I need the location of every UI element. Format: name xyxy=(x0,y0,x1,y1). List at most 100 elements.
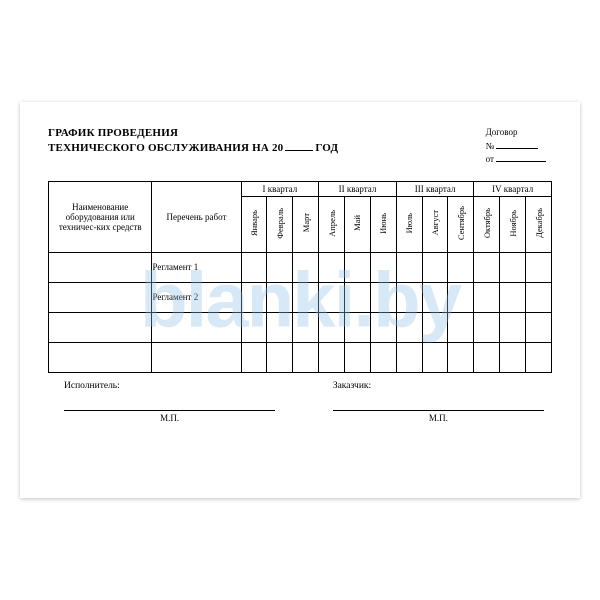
month-cell[interactable] xyxy=(267,282,293,312)
month-cell[interactable] xyxy=(267,312,293,342)
month-cell[interactable] xyxy=(345,282,371,312)
month-header: Октябрь xyxy=(482,204,492,242)
table-body: Регламент 1 Регламент 2 xyxy=(49,252,552,372)
month-cell[interactable] xyxy=(396,342,422,372)
month-cell[interactable] xyxy=(500,342,526,372)
month-cell[interactable] xyxy=(370,312,396,342)
month-cell[interactable] xyxy=(474,312,500,342)
month-cell[interactable] xyxy=(370,252,396,282)
month-cell[interactable] xyxy=(293,252,319,282)
quarter-header: IV квартал xyxy=(474,181,552,196)
table-row: Регламент 2 xyxy=(49,282,552,312)
month-header: Январь xyxy=(249,206,259,240)
month-header: Сентябрь xyxy=(456,202,466,244)
contract-number-label: № xyxy=(486,140,495,154)
month-cell[interactable] xyxy=(319,342,345,372)
month-cell[interactable] xyxy=(293,312,319,342)
month-cell[interactable] xyxy=(345,312,371,342)
month-cell[interactable] xyxy=(241,252,267,282)
header: ГРАФИК ПРОВЕДЕНИЯ ТЕХНИЧЕСКОГО ОБСЛУЖИВА… xyxy=(48,126,552,167)
month-cell[interactable] xyxy=(241,312,267,342)
month-cell[interactable] xyxy=(319,312,345,342)
equip-cell[interactable] xyxy=(49,312,152,342)
month-cell[interactable] xyxy=(267,252,293,282)
month-cell[interactable] xyxy=(293,282,319,312)
month-cell[interactable] xyxy=(319,282,345,312)
month-header: Март xyxy=(301,209,311,236)
month-cell[interactable] xyxy=(370,282,396,312)
customer-label: Заказчик: xyxy=(333,381,544,391)
month-cell[interactable] xyxy=(396,252,422,282)
contract-block: Договор № от xyxy=(486,126,552,167)
form-sheet: blanki.by ГРАФИК ПРОВЕДЕНИЯ ТЕХНИЧЕСКОГО… xyxy=(20,102,580,498)
month-cell[interactable] xyxy=(422,342,448,372)
jobs-header: Перечень работ xyxy=(152,181,241,252)
month-cell[interactable] xyxy=(448,312,474,342)
customer-mp: М.П. xyxy=(333,413,544,423)
executor-block: Исполнитель: М.П. xyxy=(64,381,275,423)
contract-number-blank[interactable] xyxy=(496,140,538,148)
month-cell[interactable] xyxy=(241,282,267,312)
month-cell[interactable] xyxy=(345,342,371,372)
month-cell[interactable] xyxy=(293,342,319,372)
month-cell[interactable] xyxy=(370,342,396,372)
month-cell[interactable] xyxy=(526,252,552,282)
equip-cell[interactable] xyxy=(49,252,152,282)
schedule-table: Наименование оборудования или техничес-к… xyxy=(48,181,552,373)
table-row: Регламент 1 xyxy=(49,252,552,282)
month-cell[interactable] xyxy=(396,312,422,342)
month-cell[interactable] xyxy=(448,252,474,282)
month-header: Декабрь xyxy=(534,204,544,242)
month-header: Июль xyxy=(404,209,414,237)
executor-label: Исполнитель: xyxy=(64,381,275,391)
title-line-1: ГРАФИК ПРОВЕДЕНИЯ xyxy=(48,126,338,141)
job-cell[interactable] xyxy=(152,312,241,342)
month-header: Февраль xyxy=(275,204,285,243)
month-cell[interactable] xyxy=(422,252,448,282)
month-header: Август xyxy=(430,206,440,239)
month-cell[interactable] xyxy=(526,312,552,342)
month-cell[interactable] xyxy=(500,312,526,342)
contract-label: Договор xyxy=(486,126,546,140)
month-cell[interactable] xyxy=(474,282,500,312)
job-cell[interactable]: Регламент 2 xyxy=(152,282,241,312)
table-row xyxy=(49,342,552,372)
month-cell[interactable] xyxy=(500,282,526,312)
month-cell[interactable] xyxy=(422,312,448,342)
table-row xyxy=(49,312,552,342)
job-cell[interactable] xyxy=(152,342,241,372)
equip-cell[interactable] xyxy=(49,342,152,372)
quarter-header: III квартал xyxy=(396,181,474,196)
title-block: ГРАФИК ПРОВЕДЕНИЯ ТЕХНИЧЕСКОГО ОБСЛУЖИВА… xyxy=(48,126,338,156)
month-cell[interactable] xyxy=(319,252,345,282)
title-line-2: ТЕХНИЧЕСКОГО ОБСЛУЖИВАНИЯ НА 20 ГОД xyxy=(48,141,338,156)
quarter-header: II квартал xyxy=(319,181,397,196)
equip-header: Наименование оборудования или техничес-к… xyxy=(49,181,152,252)
month-cell[interactable] xyxy=(474,342,500,372)
month-cell[interactable] xyxy=(526,342,552,372)
footer: Исполнитель: М.П. Заказчик: М.П. xyxy=(48,381,552,423)
month-cell[interactable] xyxy=(345,252,371,282)
month-cell[interactable] xyxy=(448,282,474,312)
executor-mp: М.П. xyxy=(64,413,275,423)
month-cell[interactable] xyxy=(526,282,552,312)
contract-from-label: от xyxy=(486,153,494,167)
customer-block: Заказчик: М.П. xyxy=(333,381,544,423)
equip-cell[interactable] xyxy=(49,282,152,312)
month-cell[interactable] xyxy=(474,252,500,282)
contract-from-blank[interactable] xyxy=(496,154,546,162)
month-cell[interactable] xyxy=(422,282,448,312)
quarter-header: I квартал xyxy=(241,181,319,196)
month-header: Апрель xyxy=(327,206,337,241)
year-blank[interactable] xyxy=(285,141,313,151)
job-cell[interactable]: Регламент 1 xyxy=(152,252,241,282)
month-header: Ноябрь xyxy=(508,206,518,241)
month-cell[interactable] xyxy=(448,342,474,372)
customer-sign-line[interactable] xyxy=(333,393,544,411)
month-cell[interactable] xyxy=(267,342,293,372)
executor-sign-line[interactable] xyxy=(64,393,275,411)
month-cell[interactable] xyxy=(396,282,422,312)
month-header: Июнь xyxy=(378,209,388,238)
month-cell[interactable] xyxy=(241,342,267,372)
month-cell[interactable] xyxy=(500,252,526,282)
